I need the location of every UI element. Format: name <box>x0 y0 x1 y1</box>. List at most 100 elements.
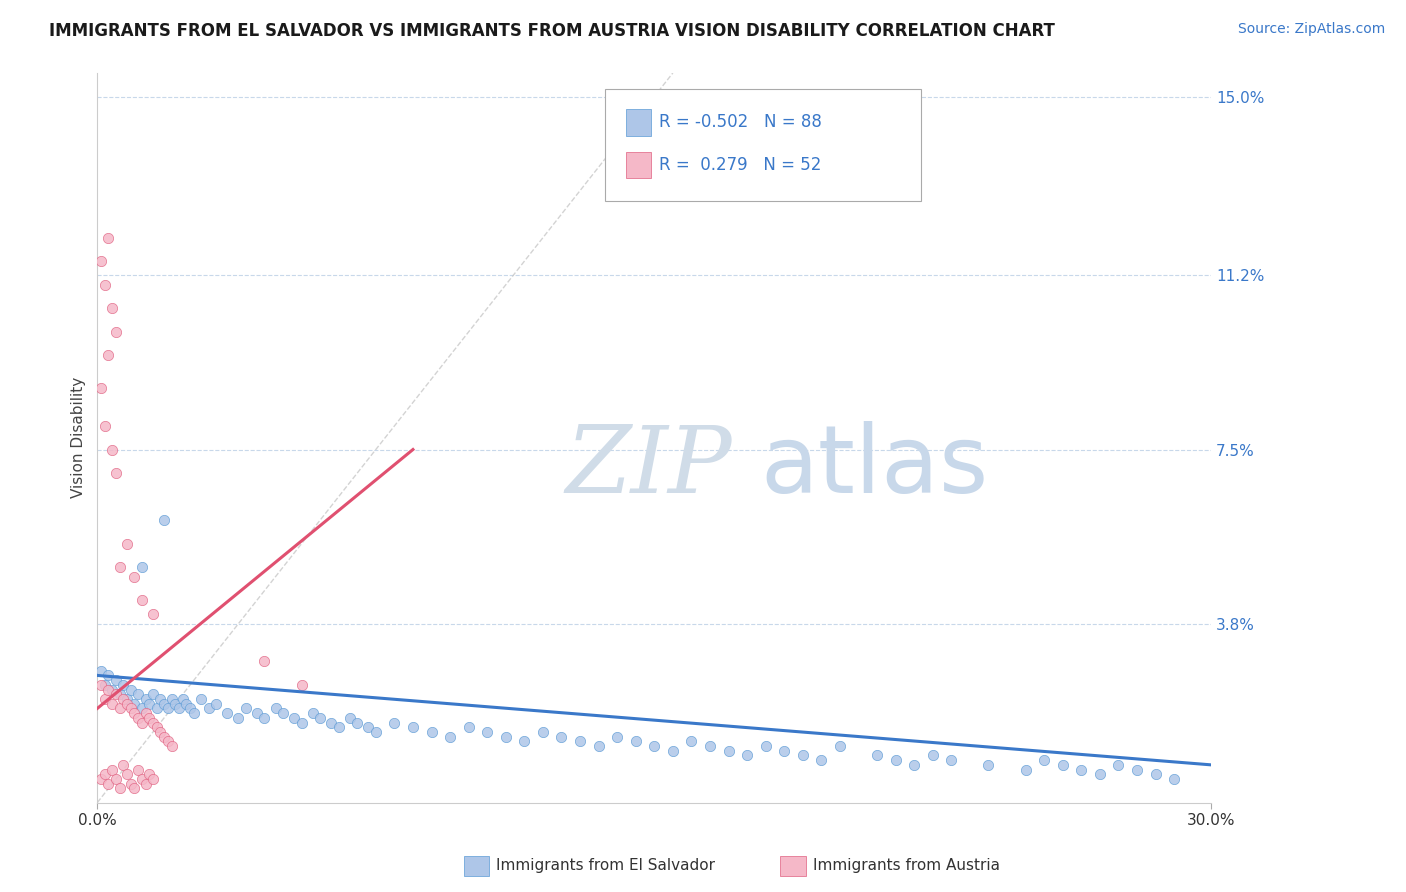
Point <box>828 739 851 753</box>
Point <box>115 697 138 711</box>
Point <box>402 720 425 734</box>
Point <box>624 734 647 748</box>
Point <box>1088 767 1111 781</box>
Point <box>127 763 149 777</box>
Point <box>477 725 499 739</box>
Point <box>246 706 269 720</box>
Point <box>149 692 172 706</box>
Point <box>120 682 142 697</box>
Point <box>142 607 165 622</box>
Point <box>420 725 443 739</box>
Point <box>97 777 120 791</box>
Point <box>190 692 212 706</box>
Point <box>1126 763 1149 777</box>
Point <box>1163 772 1185 786</box>
Point <box>321 715 343 730</box>
Text: atlas: atlas <box>761 421 988 513</box>
Point <box>717 744 740 758</box>
Y-axis label: Vision Disability: Vision Disability <box>72 377 86 499</box>
Point <box>643 739 665 753</box>
Point <box>124 706 146 720</box>
Point <box>124 697 146 711</box>
Point <box>101 763 124 777</box>
Point <box>101 682 124 697</box>
Point <box>588 739 610 753</box>
Point <box>903 757 925 772</box>
Point <box>108 701 131 715</box>
Point <box>884 753 907 767</box>
Point <box>495 730 517 744</box>
Point <box>94 767 117 781</box>
Point <box>357 720 380 734</box>
Point <box>135 777 157 791</box>
Point <box>120 701 142 715</box>
Point <box>346 715 368 730</box>
Point <box>97 682 120 697</box>
Point <box>94 692 117 706</box>
Point <box>153 513 176 527</box>
Point <box>153 730 176 744</box>
Point <box>94 419 117 434</box>
Point <box>138 697 160 711</box>
Point <box>735 748 758 763</box>
Text: R =  0.279   N = 52: R = 0.279 N = 52 <box>659 156 821 174</box>
Point <box>149 725 172 739</box>
Point <box>977 757 1000 772</box>
Point <box>364 725 387 739</box>
Point <box>167 701 190 715</box>
Point <box>457 720 479 734</box>
Point <box>1144 767 1167 781</box>
Point <box>90 664 112 678</box>
Point <box>97 668 120 682</box>
Point <box>606 730 628 744</box>
Point <box>90 254 112 268</box>
Point <box>941 753 963 767</box>
Point <box>90 381 112 395</box>
Point <box>183 706 205 720</box>
Point <box>104 687 127 701</box>
Point <box>160 739 183 753</box>
Point <box>142 772 165 786</box>
Text: ZIP: ZIP <box>565 422 731 512</box>
Point <box>131 715 153 730</box>
Point <box>120 777 142 791</box>
Point <box>131 772 153 786</box>
Point <box>142 715 165 730</box>
Point <box>138 767 160 781</box>
Point <box>156 734 179 748</box>
Point <box>127 711 149 725</box>
Point <box>253 654 276 668</box>
Point <box>810 753 832 767</box>
Point <box>160 692 183 706</box>
Point <box>290 678 312 692</box>
Point <box>124 781 146 796</box>
Point <box>328 720 350 734</box>
Point <box>90 772 112 786</box>
Point <box>205 697 228 711</box>
Point <box>866 748 889 763</box>
Point <box>1107 757 1129 772</box>
Point <box>112 757 135 772</box>
Point <box>513 734 536 748</box>
Point <box>384 715 406 730</box>
Point <box>228 711 250 725</box>
Point <box>271 706 294 720</box>
Point <box>90 678 112 692</box>
Point <box>309 711 332 725</box>
Point <box>97 230 120 244</box>
Point <box>108 560 131 574</box>
Point <box>197 701 219 715</box>
Point <box>153 697 176 711</box>
Point <box>165 697 187 711</box>
Point <box>179 701 201 715</box>
Point <box>135 706 157 720</box>
Text: R = -0.502   N = 88: R = -0.502 N = 88 <box>659 113 823 131</box>
Point <box>127 687 149 701</box>
Point <box>108 687 131 701</box>
Point <box>138 711 160 725</box>
Point <box>264 701 287 715</box>
Point <box>145 701 167 715</box>
Point <box>101 301 124 316</box>
Text: Immigrants from El Salvador: Immigrants from El Salvador <box>496 858 716 872</box>
Point <box>104 772 127 786</box>
